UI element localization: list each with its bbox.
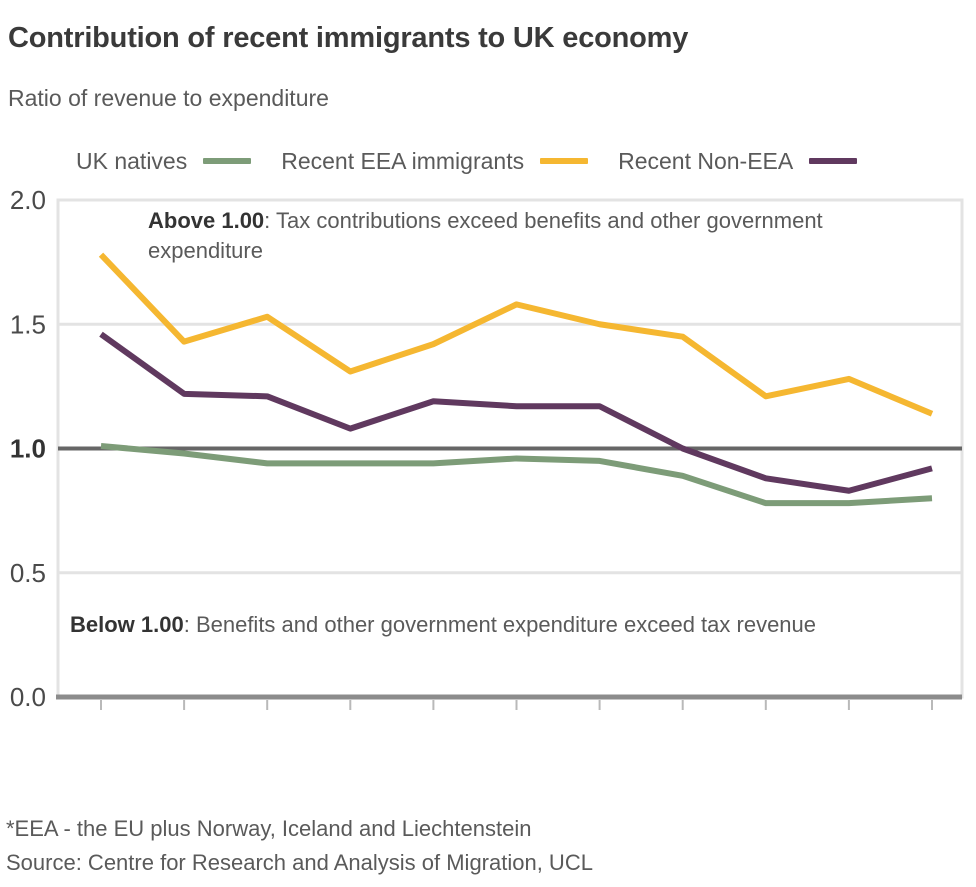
annotation-above-bold: Above 1.00 [148, 208, 265, 233]
annotation-below-bold: Below 1.00 [70, 612, 184, 637]
chart-subtitle: Ratio of revenue to expenditure [8, 85, 329, 111]
legend-item-uk-natives: UK natives [76, 148, 281, 175]
annotation-above-text: : Tax contributions exceed benefits and … [148, 208, 823, 263]
legend-swatch-recent-non-eea [809, 158, 858, 164]
legend-swatch-uk-natives [203, 158, 252, 164]
legend-item-recent-non-eea: Recent Non-EEA [618, 147, 858, 175]
legend-label-recent-non-eea: Recent Non-EEA [618, 147, 794, 174]
legend-item-recent-eea-immigrants: Recent EEA immigrants [281, 148, 618, 175]
y-axis-label-1.5: 1.5 [10, 309, 46, 339]
annotation-below-one: Below 1.00: Benefits and other governmen… [70, 610, 900, 640]
annotation-below-text: : Benefits and other government expendit… [183, 612, 817, 637]
y-axis-labels-group: 2.0 1.5 1.0 0.5 0.0 [10, 190, 46, 710]
footnote-source: Source: Centre for Research and Analysis… [6, 850, 593, 875]
y-axis-label-0.0: 0.0 [10, 682, 46, 710]
legend-label-recent-eea-immigrants: Recent EEA immigrants [281, 147, 525, 174]
chart-plot-area: 2.01.51.00.50.0 200120032005200720092011… [0, 190, 976, 710]
y-axis-label-1.0: 1.0 [10, 434, 46, 464]
chart-footer: *EEA - the EU plus Norway, Iceland and L… [6, 812, 593, 880]
chart-legend: UK natives Recent EEA immigrants Recent … [76, 144, 858, 178]
footnote-eea: *EEA - the EU plus Norway, Iceland and L… [6, 816, 532, 841]
series-line-recent-eea-immigrants [98, 252, 934, 417]
y-axis-label-0.5: 0.5 [10, 558, 46, 588]
page-title: Contribution of recent immigrants to UK … [8, 22, 689, 54]
x-axis-ticks-group [100, 700, 933, 710]
series-lines-group [98, 252, 934, 507]
line-chart-svg: 2.01.51.00.50.0 200120032005200720092011 [10, 190, 964, 710]
series-line-uk-natives [100, 443, 933, 507]
series-line-recent-non-eea [99, 331, 933, 494]
legend-label-uk-natives: UK natives [76, 147, 188, 174]
y-axis-label-2.0: 2.0 [10, 190, 46, 215]
annotation-above-one: Above 1.00: Tax contributions exceed ben… [148, 206, 888, 266]
legend-swatch-recent-eea-immigrants [540, 158, 589, 164]
